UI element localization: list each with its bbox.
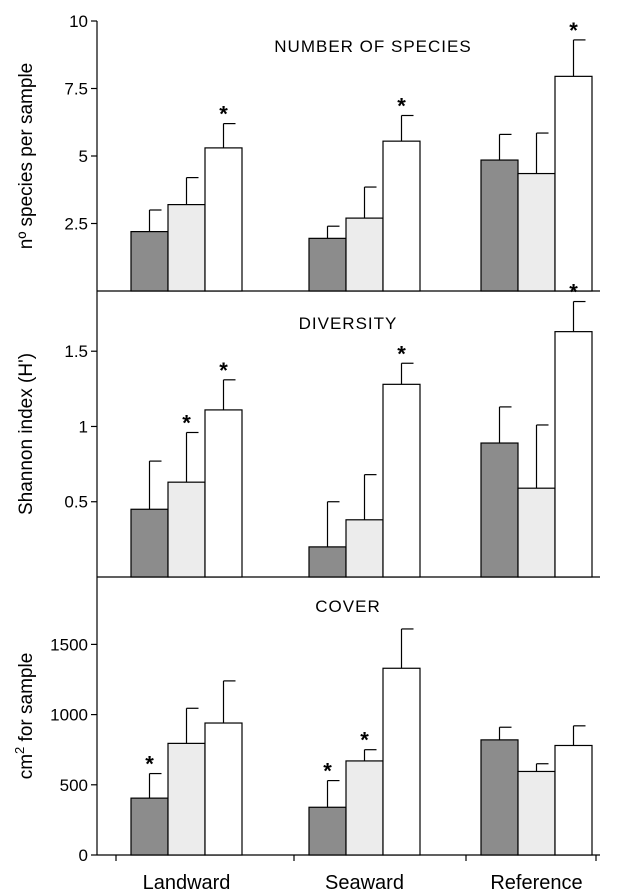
bar bbox=[130, 231, 169, 292]
y-axis-label: cm2 for sample bbox=[12, 653, 37, 780]
bar bbox=[382, 140, 421, 292]
y-tick-label: 1000 bbox=[50, 706, 88, 725]
y-axis-label-superscript: 2 bbox=[12, 747, 27, 754]
y-tick-label: 0 bbox=[79, 846, 88, 865]
significance-asterisk: * bbox=[323, 759, 332, 784]
panel-1: 2.5 5 7.5 10 NUMBER OF SPECIES nº species per… bbox=[16, 12, 600, 292]
bar bbox=[554, 75, 593, 292]
significance-asterisk: * bbox=[145, 752, 154, 777]
y-tick-label: 1 bbox=[79, 417, 88, 436]
y-axis-label: nº species per sample bbox=[16, 63, 37, 249]
panel-title: NUMBER OF SPECIES bbox=[274, 37, 471, 56]
bar bbox=[345, 519, 384, 578]
y-tick-label: 5 bbox=[79, 147, 88, 166]
y-tick-label: 10 bbox=[69, 12, 88, 31]
x-category-labels: Landward Seaward Reference bbox=[115, 855, 597, 894]
bar bbox=[308, 546, 347, 578]
y-axis-label-main: cm bbox=[16, 754, 37, 779]
x-category-label: Landward bbox=[143, 872, 231, 894]
panel-title: DIVERSITY bbox=[299, 314, 398, 333]
bar bbox=[167, 204, 206, 292]
bar bbox=[480, 159, 519, 292]
y-tick-label: 500 bbox=[60, 776, 88, 795]
y-tick-label: 2.5 bbox=[64, 215, 88, 234]
x-category-label: Reference bbox=[490, 872, 582, 894]
bar bbox=[480, 442, 519, 578]
y-axis-label-main: Shannon index (H') bbox=[16, 353, 37, 515]
bar bbox=[308, 806, 347, 856]
bar bbox=[517, 770, 556, 856]
bar bbox=[480, 739, 519, 856]
y-tick-label: 0.5 bbox=[64, 493, 88, 512]
significance-asterisk: * bbox=[182, 410, 191, 435]
x-category-label: Seaward bbox=[325, 872, 404, 894]
bar bbox=[167, 481, 206, 578]
y-axis-label: Shannon index (H') bbox=[16, 353, 37, 515]
bar bbox=[345, 760, 384, 856]
significance-asterisk: * bbox=[219, 102, 228, 127]
bar bbox=[204, 409, 243, 578]
significance-asterisk: * bbox=[569, 280, 578, 305]
bar bbox=[554, 331, 593, 578]
bar bbox=[130, 797, 169, 856]
bar bbox=[308, 237, 347, 292]
bar bbox=[204, 722, 243, 856]
panel-3: 0 500 1000 1500 COVER cm2 for sample * * * bbox=[12, 577, 600, 865]
bar bbox=[554, 744, 593, 856]
bar bbox=[382, 667, 421, 856]
significance-asterisk: * bbox=[360, 728, 369, 753]
bar bbox=[517, 487, 556, 578]
bar bbox=[204, 147, 243, 292]
y-tick-label: 1.5 bbox=[64, 342, 88, 361]
bar bbox=[517, 172, 556, 292]
significance-asterisk: * bbox=[569, 18, 578, 43]
panel-title: COVER bbox=[315, 597, 380, 616]
panel-2: 0.5 1 1.5 DIVERSITY Shannon index (H') * * * * bbox=[16, 280, 600, 578]
significance-asterisk: * bbox=[397, 341, 406, 366]
bar bbox=[382, 383, 421, 578]
y-axis-label-rest: for sample bbox=[16, 653, 37, 747]
bar bbox=[167, 742, 206, 856]
significance-asterisk: * bbox=[219, 358, 228, 383]
y-axis-label-main: nº species per sample bbox=[16, 63, 37, 249]
bar bbox=[130, 508, 169, 578]
bar bbox=[345, 217, 384, 292]
significance-asterisk: * bbox=[397, 94, 406, 119]
y-tick-label: 7.5 bbox=[64, 80, 88, 99]
y-tick-label: 1500 bbox=[50, 635, 88, 654]
